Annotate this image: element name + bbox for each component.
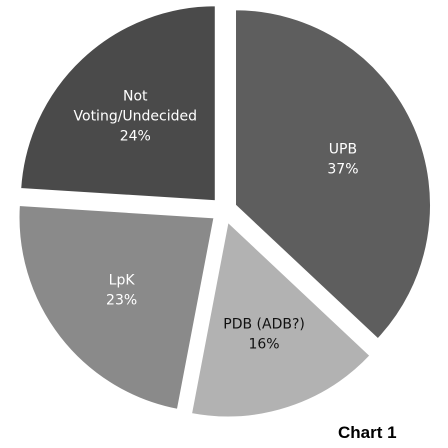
- pie-slice-not-voting-undecided: [19, 4, 217, 203]
- slice-name-not-voting-undecided: Not: [123, 89, 148, 105]
- slice-label-pdb-adb: PDB (ADB?) 16%: [223, 316, 305, 352]
- slice-name-pdb-adb: PDB (ADB?): [223, 316, 305, 332]
- slice-label-not-voting-undecided: Not Voting/Undecided 24%: [74, 89, 198, 145]
- slice-name-lpk: LpK: [109, 272, 136, 288]
- slice-label-lpk: LpK 23%: [106, 272, 137, 308]
- slices-layer: [17, 4, 433, 419]
- pie-slice-upb: [234, 8, 433, 341]
- slice-label-upb: UPB 37%: [327, 142, 358, 178]
- slice-value-pdb-adb: 16%: [248, 336, 279, 352]
- pie-slice-pdb-adb: [189, 219, 372, 419]
- pie-slice-lpk: [17, 203, 216, 412]
- slice-value-upb: 37%: [327, 162, 358, 178]
- slice-value-not-voting-undecided: 24%: [120, 129, 151, 145]
- slice-name-not-voting-undecided: Voting/Undecided: [74, 109, 198, 125]
- slice-value-lpk: 23%: [106, 292, 137, 308]
- labels-layer: UPB 37% PDB (ADB?) 16% LpK 23% Not Voting/Undec…: [74, 89, 359, 353]
- chart-caption: Chart 1: [338, 423, 397, 442]
- slice-name-upb: UPB: [329, 142, 357, 158]
